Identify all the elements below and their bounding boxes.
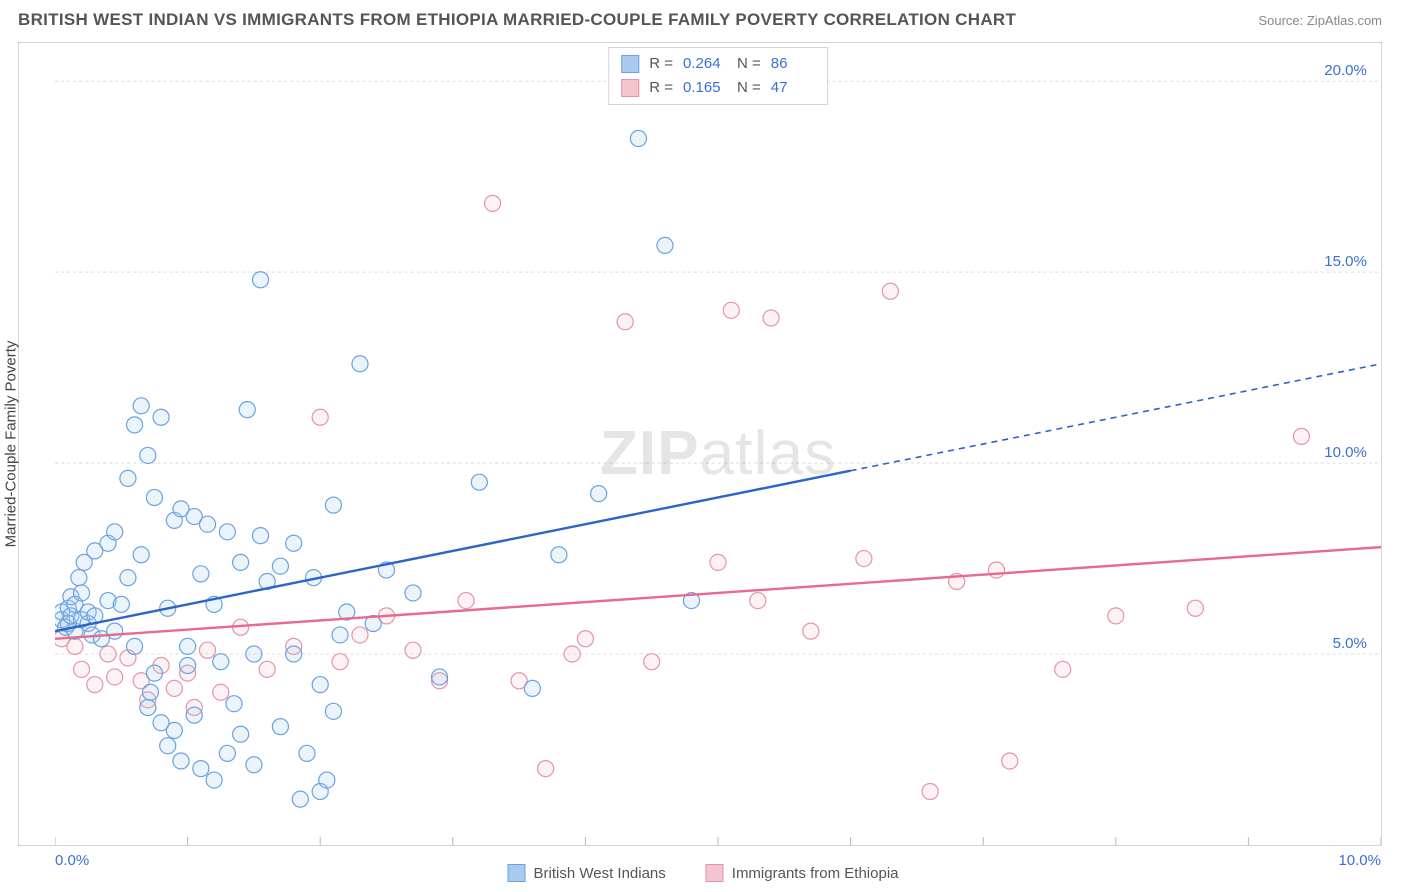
chart-title: BRITISH WEST INDIAN VS IMMIGRANTS FROM E… <box>18 10 1016 30</box>
svg-text:20.0%: 20.0% <box>1324 62 1367 79</box>
r-label-a: R = <box>649 52 673 76</box>
svg-text:15.0%: 15.0% <box>1324 253 1367 270</box>
n-label-b: N = <box>737 76 761 100</box>
n-label-a: N = <box>737 52 761 76</box>
r-value-a: 0.264 <box>683 52 727 76</box>
bottom-legend: British West Indians Immigrants from Eth… <box>507 864 898 882</box>
scatter-plot-svg: ZIPatlas 5.0% 10.0% 15.0% 20.0% <box>55 43 1381 845</box>
r-value-b: 0.165 <box>683 76 727 100</box>
chart-container: Married-Couple Family Poverty ZIPatlas 5… <box>18 42 1382 846</box>
swatch-series-a-icon <box>507 864 525 882</box>
swatch-series-b-icon <box>706 864 724 882</box>
x-tick-label: 10.0% <box>1338 852 1381 869</box>
swatch-series-a <box>621 55 639 73</box>
n-value-b: 47 <box>771 76 815 100</box>
svg-text:10.0%: 10.0% <box>1324 444 1367 461</box>
legend-item-b: Immigrants from Ethiopia <box>706 864 899 882</box>
legend-label-a: British West Indians <box>533 865 665 882</box>
legend-item-a: British West Indians <box>507 864 665 882</box>
n-value-a: 86 <box>771 52 815 76</box>
swatch-series-b <box>621 79 639 97</box>
r-label-b: R = <box>649 76 673 100</box>
correlation-row-a: R = 0.264 N = 86 <box>621 52 815 76</box>
x-tick-label: 0.0% <box>55 852 89 869</box>
svg-text:ZIPatlas: ZIPatlas <box>600 419 836 488</box>
correlation-legend-box: R = 0.264 N = 86 R = 0.165 N = 47 <box>608 47 828 105</box>
source-label: Source: ZipAtlas.com <box>1258 13 1382 28</box>
y-axis-label: Married-Couple Family Poverty <box>3 341 20 548</box>
correlation-row-b: R = 0.165 N = 47 <box>621 76 815 100</box>
legend-label-b: Immigrants from Ethiopia <box>732 865 899 882</box>
svg-text:5.0%: 5.0% <box>1333 635 1367 652</box>
